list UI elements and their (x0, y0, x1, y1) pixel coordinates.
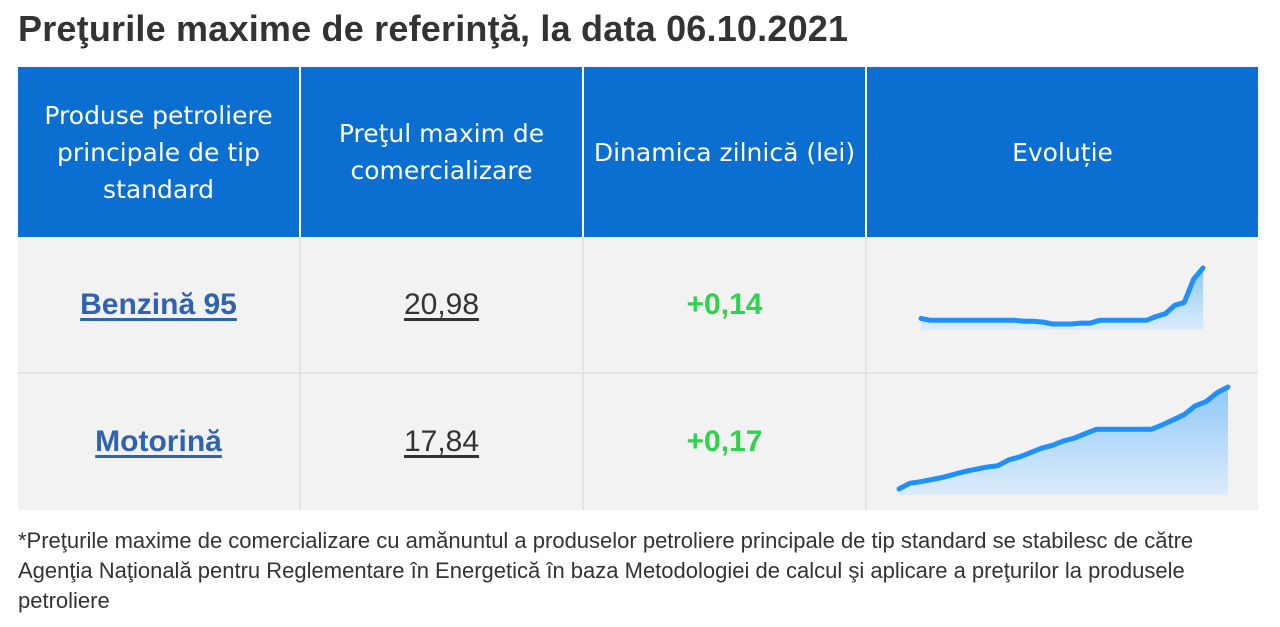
table-row-motorina-product: Motorină (18, 374, 301, 510)
motorina-price-link[interactable]: 17,84 (403, 425, 480, 458)
footnote: *Preţurile maxime de comercializare cu a… (18, 528, 1194, 613)
motorina-link[interactable]: Motorină (95, 425, 222, 458)
table-row-benzina-delta: +0,14 (584, 237, 867, 374)
header-daily-change: Dinamica zilnică (lei) (584, 67, 867, 237)
header-products: Produse petroliere principale de tip sta… (18, 67, 301, 237)
table-row-motorina-delta: +0,17 (584, 374, 867, 510)
motorina-daily-change: +0,17 (686, 425, 763, 458)
table-row-benzina-price: 20,98 (301, 237, 584, 374)
benzina-95-sparkline (918, 265, 1206, 330)
prices-table: Produse petroliere principale de tip sta… (18, 67, 1258, 510)
sparkline-area (921, 268, 1203, 330)
benzina-95-price-link[interactable]: 20,98 (403, 287, 480, 321)
header-max-price: Preţul maxim de comercializare (301, 67, 584, 237)
motorina-sparkline-cell (867, 374, 1258, 510)
header-evolution: Evoluție (867, 67, 1258, 237)
benzina-95-sparkline-cell (867, 237, 1258, 374)
motorina-sparkline (896, 384, 1231, 495)
table-row-motorina-price: 17,84 (301, 374, 584, 510)
benzina-95-link[interactable]: Benzină 95 (80, 287, 237, 321)
page-title: Preţurile maxime de referinţă, la data 0… (18, 8, 849, 49)
table-row-benzina-product: Benzină 95 (18, 237, 301, 374)
sparkline-line (896, 384, 1231, 492)
sparkline-line (918, 265, 1206, 327)
benzina-95-daily-change: +0,14 (686, 287, 763, 321)
